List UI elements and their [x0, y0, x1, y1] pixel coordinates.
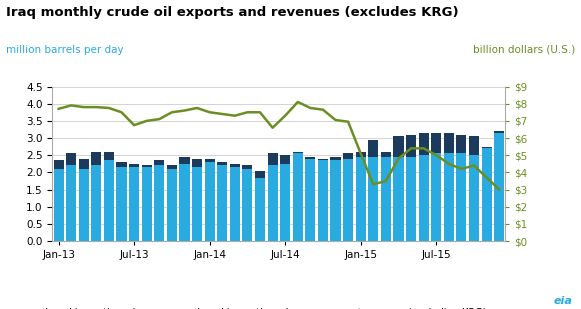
Text: billion dollars (U.S.): billion dollars (U.S.)	[473, 45, 575, 55]
Bar	[129, 164, 139, 167]
Text: million barrels per day: million barrels per day	[6, 45, 123, 55]
Bar	[280, 155, 290, 164]
Bar	[318, 160, 328, 241]
Bar	[356, 157, 366, 241]
Bar	[205, 162, 214, 241]
Bar	[456, 135, 467, 154]
Bar	[217, 162, 227, 166]
Bar	[469, 136, 479, 155]
Bar	[167, 169, 177, 241]
Bar	[306, 157, 315, 159]
Bar	[343, 159, 353, 241]
Bar	[180, 164, 189, 241]
Bar	[406, 157, 416, 241]
Bar	[368, 140, 378, 157]
Bar	[53, 160, 64, 169]
Bar	[104, 160, 114, 241]
Bar	[482, 146, 492, 148]
Bar	[242, 166, 252, 169]
Bar	[255, 177, 265, 241]
Bar	[393, 136, 403, 157]
Bar	[180, 157, 189, 164]
Bar	[331, 160, 340, 241]
Bar	[293, 154, 303, 241]
Bar	[116, 167, 127, 241]
Bar	[53, 169, 64, 241]
Bar	[318, 159, 328, 160]
Bar	[217, 166, 227, 241]
Bar	[129, 167, 139, 241]
Bar	[229, 167, 240, 241]
Bar	[104, 152, 114, 160]
Legend: produced in northern Iraq, produced in southern Iraq, export revenue (excluding : produced in northern Iraq, produced in s…	[3, 305, 491, 309]
Bar	[267, 166, 278, 241]
Bar	[280, 164, 290, 241]
Bar	[91, 166, 101, 241]
Bar	[381, 157, 391, 241]
Bar	[368, 157, 378, 241]
Bar	[66, 166, 76, 241]
Bar	[79, 169, 89, 241]
Bar	[494, 133, 504, 241]
Bar	[356, 152, 366, 157]
Bar	[167, 166, 177, 169]
Text: Iraq monthly crude oil exports and revenues (excludes KRG): Iraq monthly crude oil exports and reven…	[6, 6, 458, 19]
Bar	[456, 154, 467, 241]
Bar	[381, 152, 391, 157]
Bar	[79, 159, 89, 169]
Bar	[418, 155, 429, 241]
Bar	[393, 157, 403, 241]
Bar	[444, 154, 454, 241]
Bar	[142, 167, 152, 241]
Bar	[154, 166, 164, 241]
Bar	[431, 133, 442, 154]
Bar	[242, 169, 252, 241]
Bar	[494, 131, 504, 133]
Bar	[306, 159, 315, 241]
Bar	[431, 154, 442, 241]
Bar	[469, 155, 479, 241]
Bar	[91, 152, 101, 166]
Bar	[192, 167, 202, 241]
Bar	[444, 133, 454, 154]
Bar	[267, 154, 278, 166]
Bar	[142, 166, 152, 167]
Bar	[406, 135, 416, 157]
Bar	[116, 162, 127, 167]
Bar	[418, 133, 429, 155]
Bar	[331, 157, 340, 160]
Bar	[482, 148, 492, 241]
Bar	[66, 154, 76, 166]
Bar	[343, 154, 353, 159]
Bar	[229, 164, 240, 167]
Bar	[255, 171, 265, 177]
Text: eia: eia	[554, 296, 572, 306]
Bar	[154, 160, 164, 166]
Bar	[192, 159, 202, 167]
Bar	[293, 152, 303, 154]
Bar	[205, 159, 214, 162]
